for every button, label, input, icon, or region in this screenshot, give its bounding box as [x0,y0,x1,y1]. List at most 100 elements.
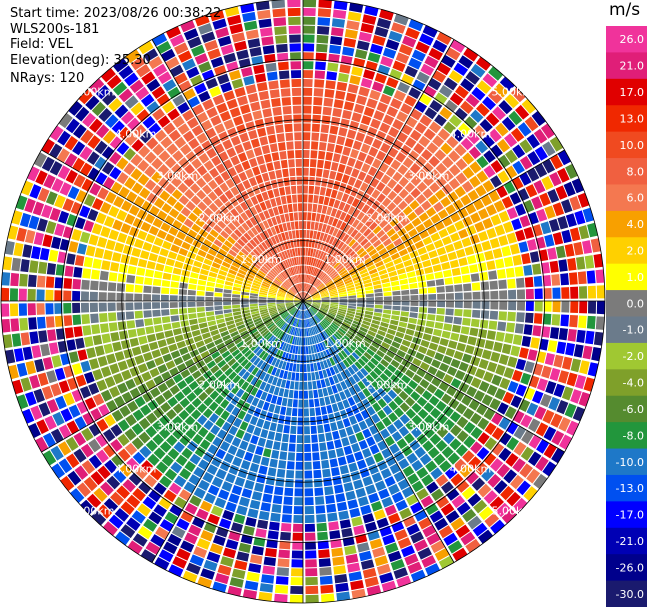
velocity-gate [258,303,267,306]
velocity-gate [533,275,543,287]
velocity-gate [515,384,527,397]
velocity-gate [206,315,216,322]
velocity-gate [311,372,316,381]
velocity-gate [365,333,375,341]
velocity-gate [307,265,311,274]
velocity-gate [147,453,160,466]
velocity-gate [266,249,273,258]
velocity-gate [215,27,230,39]
velocity-gate [434,548,450,561]
velocity-gate [304,299,312,301]
velocity-gate [291,568,303,577]
velocity-gate [171,189,183,200]
velocity-gate [313,362,318,372]
velocity-gate [109,166,122,180]
velocity-gate [329,290,338,294]
velocity-gate [441,330,451,339]
velocity-gate [456,430,469,443]
velocity-gate [411,217,422,227]
velocity-gate [209,390,220,400]
velocity-gate [549,260,559,273]
velocity-gate [473,499,488,514]
velocity-gate [365,289,374,294]
velocity-gate [81,427,94,442]
velocity-gate [276,295,285,299]
velocity-gate [174,136,187,149]
velocity-gate [167,86,181,99]
velocity-gate [224,354,234,363]
velocity-gate [264,354,272,363]
velocity-gate [172,556,187,569]
velocity-gate [250,264,259,272]
velocity-gate [304,301,312,303]
velocity-gate [72,302,81,314]
velocity-gate [253,317,262,323]
velocity-gate [308,309,314,316]
velocity-gate [206,107,218,119]
velocity-gate [478,208,489,220]
velocity-gate [376,563,391,575]
velocity-gate [172,267,182,275]
velocity-gate [200,568,215,580]
velocity-gate [437,345,447,354]
velocity-gate [171,526,186,539]
velocity-gate [292,96,302,105]
velocity-gate [340,371,348,380]
colorbar-tick-label: -2.0 [623,350,644,363]
velocity-gate [172,415,183,427]
velocity-gate [115,531,131,546]
velocity-gate [269,422,277,432]
velocity-gate [282,505,293,514]
velocity-gate [224,281,234,286]
velocity-gate [408,87,422,100]
velocity-gate [519,463,533,478]
velocity-gate [465,471,479,485]
velocity-gate [281,232,287,241]
velocity-gate [342,146,352,156]
velocity-gate [220,230,230,239]
velocity-gate [398,248,409,257]
velocity-gate [343,276,352,283]
velocity-gate [41,385,54,400]
velocity-gate [332,218,339,227]
colorbar-bin [606,448,647,476]
velocity-gate [275,477,285,487]
velocity-gate [393,419,404,430]
velocity-gate [348,415,358,425]
velocity-gate [388,483,400,495]
velocity-gate [523,226,535,239]
velocity-gate [407,473,420,485]
velocity-gate [103,498,119,513]
velocity-gate [390,280,400,287]
velocity-gate [440,142,453,155]
velocity-gate [284,259,290,268]
velocity-gate [184,235,194,245]
velocity-gate [523,486,538,502]
velocity-gate [266,71,278,81]
velocity-gate [398,43,413,56]
velocity-gate [320,307,328,312]
velocity-gate [303,295,310,301]
velocity-gate [345,426,354,436]
velocity-gate [89,118,103,133]
velocity-gate [308,286,315,294]
velocity-gate [424,327,434,335]
velocity-gate [372,35,386,46]
velocity-gate [405,420,416,432]
velocity-gate [104,216,115,228]
velocity-gate [214,297,223,301]
velocity-gate [498,235,509,247]
velocity-gate [357,301,366,304]
velocity-gate [268,324,276,331]
velocity-gate [416,71,430,84]
velocity-gate [124,442,138,456]
velocity-gate [20,377,32,392]
velocity-gate [176,254,186,263]
velocity-gate [263,210,271,219]
velocity-gate [373,452,384,463]
velocity-gate [293,123,302,132]
velocity-gate [99,313,108,323]
velocity-gate [370,272,379,279]
velocity-gate [240,248,249,256]
velocity-gate [303,337,306,346]
